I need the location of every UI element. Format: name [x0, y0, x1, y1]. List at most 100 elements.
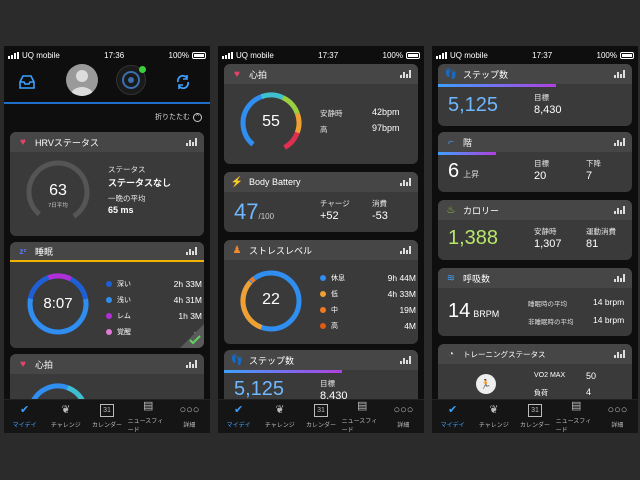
high-value: 97bpm — [372, 123, 400, 133]
charge-value: +52 — [320, 210, 339, 222]
tab-calendar[interactable]: 31 カレンダー — [86, 400, 127, 433]
stress-list: 休息 9h 44M 低 4h 33M 中 19M 高 4M — [320, 270, 416, 334]
inbox-icon[interactable] — [18, 74, 36, 90]
tab-newsfeed[interactable]: ▤ ニュースフィード — [341, 399, 378, 434]
chart-icon[interactable] — [614, 274, 625, 282]
training-status-card[interactable]: ◔ トレーニングステータス 🏃 VO2 MAX 50 負荷 4 — [438, 344, 632, 404]
tab-challenges[interactable]: ❦ チャレンジ — [50, 404, 81, 429]
chart-icon[interactable] — [400, 70, 411, 78]
load-value: 4 — [586, 387, 592, 397]
vo2-value: 50 — [586, 371, 597, 381]
card-title: ステップ数 — [463, 69, 509, 80]
night-avg-label: 一晩の平均 — [108, 194, 146, 203]
tab-more[interactable]: ○○○ 詳細 — [179, 404, 200, 429]
floors-value-group: 6 上昇 — [448, 160, 479, 183]
stress-row-high: 高 4M — [320, 318, 416, 334]
card-title: トレーニングステータス — [463, 349, 546, 359]
chart-icon[interactable] — [186, 360, 197, 368]
check-icon — [189, 335, 201, 345]
collapse-toggle[interactable]: 折りたたむ ^ — [155, 112, 202, 122]
calories-card[interactable]: ♨ カロリー 1,388 安静時 1,307 運動消費 81 — [438, 200, 632, 260]
goal-label: 目標 — [534, 93, 549, 102]
tab-more[interactable]: ○○○ 詳細 — [607, 404, 628, 429]
training-icon: ◔ — [447, 348, 455, 360]
active-label: 運動消費 — [586, 227, 616, 236]
chart-icon[interactable] — [400, 178, 411, 186]
vo2-label: VO2 MAX — [534, 372, 566, 379]
more-icon: ○○○ — [607, 404, 628, 416]
check-icon: ✔ — [447, 404, 458, 416]
signal-icon — [436, 51, 447, 59]
respiration-card[interactable]: ≋ 呼吸数 14 BRPM 睡眠時の平均 14 brpm 非睡眠時の平均 14 b… — [438, 268, 632, 336]
chart-icon[interactable] — [614, 70, 625, 78]
resp-unit: BRPM — [473, 309, 500, 319]
steps-value: 5,125 — [234, 378, 285, 400]
tab-calendar[interactable]: 31 カレンダー — [300, 400, 341, 433]
high-label: 高 — [320, 125, 328, 134]
card-title: ステップ数 — [249, 355, 295, 366]
resting-value: 42bpm — [372, 107, 400, 117]
tab-newsfeed[interactable]: ▤ ニュースフィード — [555, 399, 592, 434]
floors-unit: 上昇 — [463, 170, 480, 179]
status-label: ステータス — [108, 165, 146, 174]
bb-max: /100 — [258, 212, 275, 221]
descended-value: 7 — [586, 170, 593, 182]
sync-icon[interactable] — [175, 74, 191, 90]
body-battery-card[interactable]: ⚡ Body Battery 47 /100 チャージ +52 消費 -53 — [224, 172, 418, 232]
tab-my-day[interactable]: ✔ マイデイ — [226, 404, 251, 429]
tab-my-day[interactable]: ✔ マイデイ — [440, 404, 465, 429]
floors-card[interactable]: ⌐ 階 6 上昇 目標 20 下降 7 — [438, 132, 632, 192]
laurel-icon: ❦ — [275, 404, 285, 416]
stairs-icon: ⌐ — [448, 136, 454, 148]
sleep-icon: zᶻ — [19, 246, 27, 256]
descended-label: 下降 — [586, 159, 601, 168]
hrv-card[interactable]: ♥ HRVステータス 63 7日平均 ステータス ステータスなし 一晩の平均 65… — [10, 132, 204, 236]
laurel-icon: ❦ — [489, 404, 499, 416]
heart-rate-card[interactable]: ♥ 心拍 55 安静時 42bpm 高 97bpm — [224, 64, 418, 164]
chart-icon[interactable] — [400, 356, 411, 364]
chart-icon[interactable] — [614, 206, 625, 214]
chart-icon[interactable] — [614, 350, 625, 358]
resp-value-group: 14 BRPM — [448, 300, 499, 323]
steps-progress-bar — [438, 84, 557, 87]
status-bar: UQ mobile 17:36 100% — [4, 46, 210, 64]
card-title: Body Battery — [249, 177, 301, 187]
avatar[interactable] — [66, 64, 98, 96]
resp-value: 14 — [448, 300, 471, 322]
clock: 17:37 — [532, 50, 553, 60]
card-title: カロリー — [463, 205, 500, 216]
sleep-card[interactable]: zᶻ 睡眠 8:07 深い 2h 33M 浅い 4h 31M レム 1h 3M 覚醒 - … — [10, 242, 204, 348]
battery-icon — [405, 51, 420, 59]
heart-icon: ♥ — [20, 136, 26, 148]
hrv-value: 63 — [49, 182, 67, 199]
stress-card[interactable]: ♟ ストレスレベル 22 休息 9h 44M 低 4h 33M 中 19M 高 4M — [224, 240, 418, 344]
drain-value: -53 — [372, 210, 388, 222]
sleep-total: 8:07 — [43, 295, 73, 312]
chart-icon[interactable] — [400, 246, 411, 254]
carrier-label: UQ mobile — [450, 50, 488, 60]
chart-icon[interactable] — [186, 247, 197, 255]
tab-newsfeed[interactable]: ▤ ニュースフィード — [127, 399, 164, 434]
load-label: 負荷 — [534, 390, 548, 397]
battery-percent: 100% — [382, 50, 403, 60]
tab-my-day[interactable]: ✔ マイデイ — [12, 404, 37, 429]
stress-person-icon: ♟ — [232, 244, 242, 256]
resting-label: 安静時 — [320, 109, 343, 118]
heart-icon: ♥ — [234, 68, 240, 80]
watch-device-icon[interactable] — [116, 65, 146, 95]
tab-challenges[interactable]: ❦ チャレンジ — [264, 404, 295, 429]
clock: 17:36 — [104, 50, 125, 60]
calendar-icon: 31 — [100, 404, 114, 417]
steps-card[interactable]: 👣 ステップ数 5,125 目標 8,430 — [438, 64, 632, 126]
hr-gauge — [240, 92, 302, 154]
chart-icon[interactable] — [614, 138, 625, 146]
awake-avg-value: 14 brpm — [593, 315, 625, 325]
charge-label: チャージ — [320, 199, 350, 208]
tab-calendar[interactable]: 31 カレンダー — [514, 400, 555, 433]
more-icon: ○○○ — [393, 404, 414, 416]
tab-more[interactable]: ○○○ 詳細 — [393, 404, 414, 429]
tab-challenges[interactable]: ❦ チャレンジ — [478, 404, 509, 429]
sleep-row-rem: レム 1h 3M — [106, 308, 202, 324]
chart-icon[interactable] — [186, 138, 197, 146]
hrv-gauge — [26, 160, 90, 224]
